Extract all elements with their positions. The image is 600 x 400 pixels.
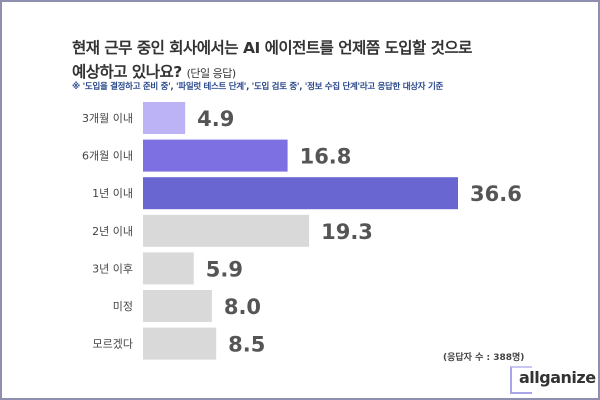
bar xyxy=(143,252,194,285)
value-label: 16.8 xyxy=(300,145,352,169)
bar xyxy=(143,214,310,247)
allganize-logo: allganize xyxy=(510,366,596,394)
respondent-count: (응답자 수 : 388명) xyxy=(443,353,525,363)
value-label: 8.0 xyxy=(224,295,261,319)
bar xyxy=(143,139,288,172)
value-label: 19.3 xyxy=(321,220,373,244)
category-label: 미정 xyxy=(113,300,133,313)
value-label: 5.9 xyxy=(206,257,243,281)
category-label: 모르겠다 xyxy=(93,338,133,351)
bar xyxy=(143,290,212,322)
chart-note: ※ '도입을 결정하고 준비 중', '파일럿 테스트 단계', '도입 검토 … xyxy=(72,82,444,92)
value-label: 36.6 xyxy=(470,182,522,206)
value-label: 8.5 xyxy=(228,333,265,357)
title-line-2: 예상하고 있나요? xyxy=(72,63,182,81)
title-line-1: 현재 근무 중인 회사에서는 AI 에이전트를 언제쯤 도입할 것으로 xyxy=(72,39,472,57)
value-label: 4.9 xyxy=(197,107,234,131)
bar xyxy=(143,102,186,134)
category-label: 3개월 이내 xyxy=(82,112,133,125)
bar xyxy=(143,177,458,210)
category-label: 3년 이후 xyxy=(92,262,133,275)
title-sub: (단일 응답) xyxy=(186,67,237,80)
category-label: 2년 이내 xyxy=(92,225,133,238)
category-label: 1년 이내 xyxy=(92,187,133,200)
category-label: 6개월 이내 xyxy=(82,150,133,163)
chart-title: 현재 근무 중인 회사에서는 AI 에이전트를 언제쯤 도입할 것으로 예상하고… xyxy=(72,36,472,86)
bar xyxy=(143,327,217,360)
